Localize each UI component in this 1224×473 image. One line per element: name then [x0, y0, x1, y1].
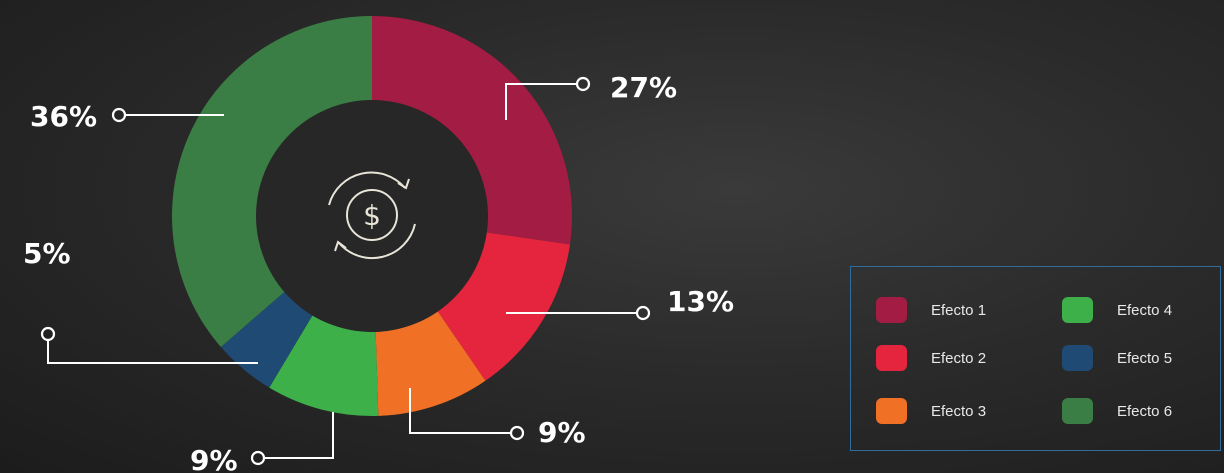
legend-label-efecto-5: Efecto 5 — [1117, 349, 1173, 367]
donut-hole — [256, 100, 488, 332]
callout-dot-efecto-5 — [40, 326, 56, 342]
callout-dot-efecto-6 — [111, 107, 127, 123]
legend-item-efecto-2: Efecto 2 — [876, 345, 986, 371]
legend-label-efecto-2: Efecto 2 — [931, 349, 987, 367]
legend: Efecto 1 Efecto 2 Efecto 3 Efecto 4 Efec… — [850, 266, 1221, 451]
callout-dot-efecto-2 — [635, 305, 651, 321]
legend-swatch-efecto-1 — [876, 297, 907, 323]
data-label-efecto-4: 9% — [190, 444, 238, 473]
callout-line-efecto-3 — [409, 388, 510, 434]
data-label-efecto-2: 13% — [667, 285, 734, 318]
callout-dot-efecto-1 — [575, 76, 591, 92]
callout-line-efecto-4 — [265, 412, 334, 459]
svg-text:$: $ — [363, 199, 381, 232]
legend-swatch-efecto-2 — [876, 345, 907, 371]
legend-item-efecto-3: Efecto 3 — [876, 398, 986, 424]
data-label-efecto-5: 5% — [23, 237, 71, 270]
legend-item-efecto-1: Efecto 1 — [876, 297, 986, 323]
callout-dot-efecto-3 — [509, 425, 525, 441]
data-label-efecto-6: 36% — [30, 100, 97, 133]
data-label-efecto-1: 27% — [610, 71, 677, 104]
dollar-refresh-icon: $ — [328, 171, 416, 260]
legend-label-efecto-1: Efecto 1 — [931, 301, 987, 319]
data-label-efecto-3: 9% — [538, 416, 586, 449]
legend-item-efecto-6: Efecto 6 — [1062, 398, 1172, 424]
callout-line-efecto-1 — [505, 83, 576, 120]
callout-dot-efecto-4 — [250, 450, 266, 466]
callout-line-efecto-5 — [47, 341, 258, 364]
legend-label-efecto-4: Efecto 4 — [1117, 301, 1173, 319]
legend-swatch-efecto-5 — [1062, 345, 1093, 371]
legend-swatch-efecto-3 — [876, 398, 907, 424]
legend-label-efecto-6: Efecto 6 — [1117, 402, 1173, 420]
legend-label-efecto-3: Efecto 3 — [931, 402, 987, 420]
legend-item-efecto-4: Efecto 4 — [1062, 297, 1172, 323]
legend-swatch-efecto-6 — [1062, 398, 1093, 424]
legend-swatch-efecto-4 — [1062, 297, 1093, 323]
legend-item-efecto-5: Efecto 5 — [1062, 345, 1172, 371]
